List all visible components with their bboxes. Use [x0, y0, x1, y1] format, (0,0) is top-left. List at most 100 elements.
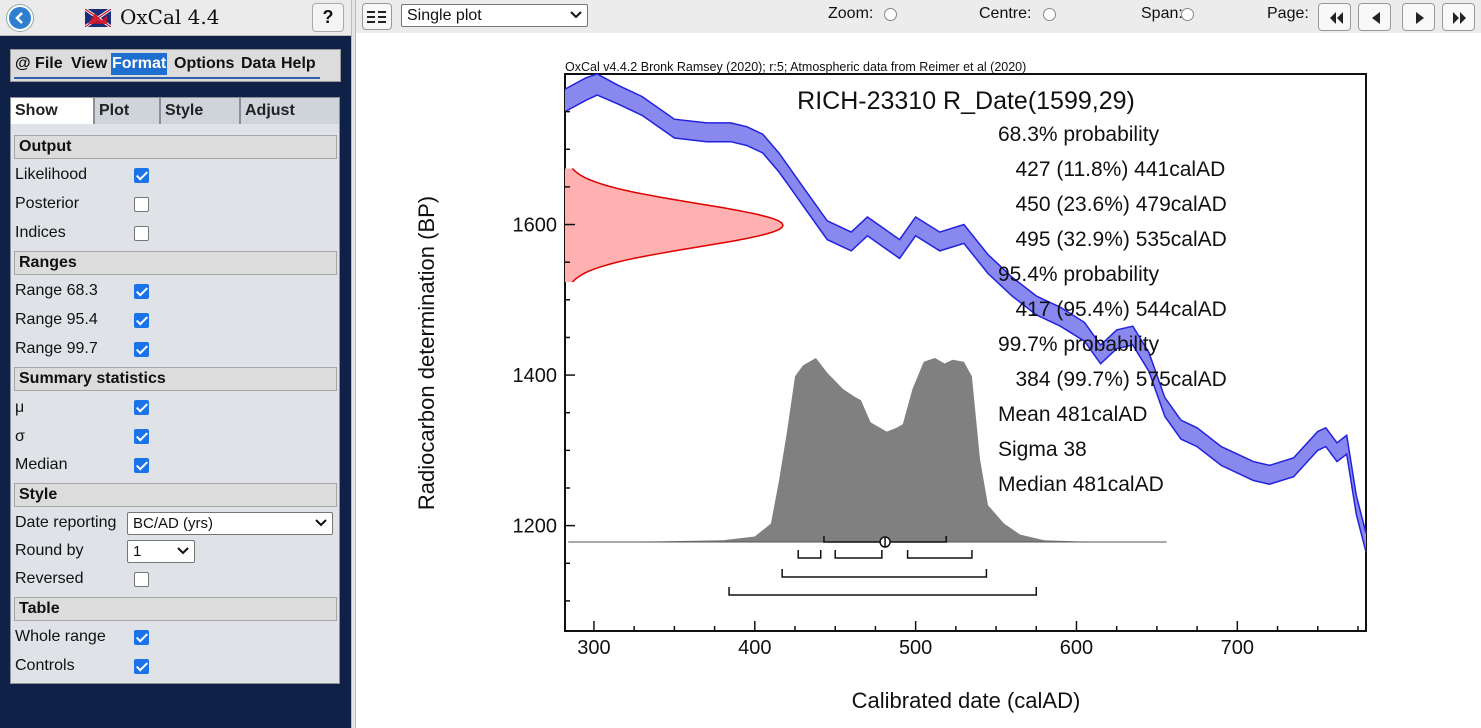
last-page-button[interactable] — [1442, 3, 1475, 31]
panel-divider[interactable] — [351, 0, 356, 728]
reversed-checkbox[interactable] — [134, 572, 149, 587]
calibration-curve-lower — [564, 94, 1367, 553]
tab-style[interactable]: Style — [160, 97, 240, 125]
reversed-label: Reversed — [15, 570, 84, 587]
menu-help[interactable]: Help — [281, 55, 316, 72]
tab-plot[interactable]: Plot — [94, 97, 160, 125]
range997-checkbox[interactable] — [134, 342, 149, 357]
list-icon — [367, 11, 386, 23]
help-button[interactable]: ? — [312, 3, 344, 32]
round-by-select[interactable]: 1 — [127, 540, 195, 563]
range683-label: Range 68.3 — [15, 282, 98, 299]
stats-line: Mean 481calAD — [998, 403, 1147, 426]
x-tick-label: 600 — [1060, 637, 1093, 659]
menu-view[interactable]: View — [71, 55, 108, 72]
menu-data[interactable]: Data — [241, 55, 276, 72]
date-reporting-label: Date reporting — [15, 514, 117, 531]
section-output: Output — [14, 135, 337, 159]
stats-line: 99.7% probability — [998, 333, 1160, 356]
y-axis-label: Radiocarbon determination (BP) — [414, 196, 439, 510]
likelihood-checkbox[interactable] — [134, 168, 149, 183]
chevron-down-icon — [177, 547, 189, 555]
stats-line: 68.3% probability — [998, 123, 1160, 146]
tab-show[interactable]: Show — [10, 97, 94, 125]
stats-line: 427 (11.8%) 441calAD — [998, 158, 1225, 181]
controls-checkbox[interactable] — [134, 659, 149, 674]
range997-label: Range 99.7 — [15, 340, 98, 357]
skip-back-icon — [1330, 12, 1343, 24]
plot-title: RICH-23310 R_Date(1599,29) — [797, 87, 1135, 115]
tab-adjust[interactable]: Adjust — [240, 97, 340, 125]
menu-file[interactable]: @ File — [15, 55, 63, 72]
mu-checkbox[interactable] — [134, 400, 149, 415]
app-title: OxCal 4.4 — [120, 5, 220, 29]
stats-line: Median 481calAD — [998, 473, 1164, 496]
median-checkbox[interactable] — [134, 458, 149, 473]
menu-options[interactable]: Options — [174, 55, 235, 72]
chevron-left-icon — [15, 12, 23, 24]
date-reporting-select[interactable]: BC/AD (yrs) — [127, 512, 333, 535]
chevron-down-icon — [315, 519, 327, 527]
menu-format[interactable]: Format — [111, 53, 168, 75]
date-reporting-value: BC/AD (yrs) — [133, 515, 213, 532]
range683-checkbox[interactable] — [134, 284, 149, 299]
y-tick-label: 1400 — [513, 365, 558, 387]
plot-mode-select[interactable]: Single plot — [401, 4, 588, 27]
likelihood-outline — [571, 167, 784, 283]
chevron-down-icon — [570, 11, 582, 19]
calibration-curve-group — [564, 73, 1367, 553]
x-tick-label: 400 — [738, 637, 771, 659]
stats-line: Sigma 38 — [998, 438, 1087, 461]
controls-label: Controls — [15, 657, 75, 674]
range954-label: Range 95.4 — [15, 311, 98, 328]
likelihood-group — [565, 167, 784, 283]
menu-underline — [14, 77, 320, 79]
median-label: Median — [15, 456, 68, 473]
round-by-value: 1 — [133, 543, 142, 560]
y-tick-label: 1200 — [513, 516, 558, 538]
span-label: Span: — [1141, 5, 1183, 22]
x-tick-label: 500 — [899, 637, 932, 659]
page-label: Page: — [1267, 5, 1309, 22]
whole-range-label: Whole range — [15, 628, 106, 645]
plot-header: OxCal v4.4.2 Bronk Ramsey (2020); r:5; A… — [565, 60, 1026, 74]
tab-bar: Show Plot Style Adjust — [10, 97, 340, 125]
back-button[interactable] — [7, 5, 33, 31]
first-page-button[interactable] — [1318, 3, 1351, 31]
stats-line: 450 (23.6%) 479calAD — [998, 193, 1227, 216]
triangle-right-icon — [1416, 12, 1424, 24]
x-tick-label: 700 — [1221, 637, 1254, 659]
section-table: Table — [14, 597, 337, 621]
stats-line: 417 (95.4%) 544calAD — [998, 298, 1227, 321]
centre-radio[interactable] — [1043, 8, 1056, 21]
indices-label: Indices — [15, 224, 66, 241]
x-tick-label: 300 — [577, 637, 610, 659]
centre-label: Centre: — [979, 5, 1032, 22]
mu-label: μ — [15, 399, 25, 416]
zoom-label: Zoom: — [828, 5, 874, 22]
list-view-button[interactable] — [362, 3, 392, 30]
range-683-bracket — [797, 550, 822, 559]
calibration-plot: OxCal v4.4.2 Bronk Ramsey (2020); r:5; A… — [414, 60, 1367, 713]
range-683-bracket — [906, 550, 973, 559]
posterior-checkbox[interactable] — [134, 197, 149, 212]
plot-frame — [564, 73, 1367, 632]
left-panel: OxCal 4.4 ? @ File View Format Options D… — [0, 0, 351, 728]
zoom-radio[interactable] — [884, 8, 897, 21]
plot-mode-value: Single plot — [407, 7, 482, 24]
whole-range-checkbox[interactable] — [134, 630, 149, 645]
section-ranges: Ranges — [14, 251, 337, 275]
sigma-checkbox[interactable] — [134, 429, 149, 444]
calibration-curve-upper — [564, 73, 1367, 534]
next-page-button[interactable] — [1402, 3, 1435, 31]
stats-line: 95.4% probability — [998, 263, 1160, 286]
range-bars-group — [728, 536, 1038, 596]
prev-page-button[interactable] — [1358, 3, 1391, 31]
plot-toolbar: Single plot Zoom: Centre: Span: Page: — [356, 0, 1481, 33]
span-radio[interactable] — [1181, 8, 1194, 21]
range954-checkbox[interactable] — [134, 313, 149, 328]
indices-checkbox[interactable] — [134, 226, 149, 241]
range-683-bracket — [834, 550, 883, 559]
round-by-label: Round by — [15, 542, 84, 559]
section-summary-statistics: Summary statistics — [14, 367, 337, 391]
